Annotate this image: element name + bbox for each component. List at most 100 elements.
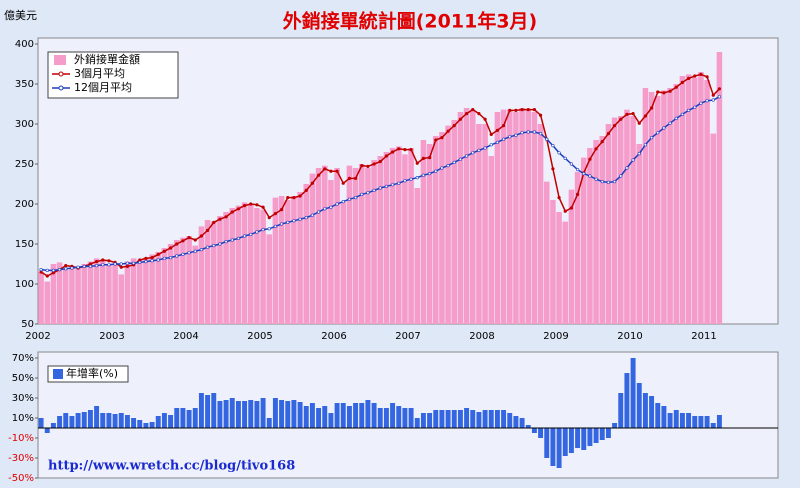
point — [452, 160, 456, 164]
point — [353, 176, 358, 180]
bar — [334, 168, 340, 324]
point — [390, 183, 395, 187]
bar — [124, 261, 131, 324]
bar — [69, 416, 75, 428]
bar — [611, 117, 618, 324]
point — [255, 230, 259, 234]
bar — [186, 410, 192, 428]
bar — [291, 196, 297, 324]
bar — [630, 116, 636, 324]
point — [397, 181, 401, 185]
point — [323, 167, 327, 171]
bar — [642, 393, 648, 428]
bar — [679, 413, 685, 428]
point — [421, 173, 426, 177]
point — [144, 260, 148, 264]
bar — [568, 189, 575, 324]
bar — [303, 184, 310, 324]
bar — [241, 202, 248, 324]
y-axis-label: 億美元 — [4, 9, 37, 22]
bar — [174, 408, 180, 428]
point — [156, 252, 160, 256]
bar — [476, 124, 482, 324]
bar — [186, 236, 192, 324]
bar — [426, 144, 433, 324]
bar — [38, 418, 44, 428]
point — [242, 204, 247, 208]
point — [471, 151, 475, 155]
point — [304, 188, 308, 192]
chart-title: 外銷接單統計圖(2011年3月) — [283, 10, 537, 33]
bar — [617, 116, 624, 324]
bar — [99, 260, 106, 324]
bar — [38, 272, 44, 324]
bar — [266, 418, 272, 428]
bar — [550, 428, 556, 466]
point — [643, 114, 648, 118]
point — [323, 207, 327, 211]
bar — [710, 423, 716, 428]
annotation: http://www.wretch.cc/blog/tivo168 — [48, 459, 295, 474]
point — [366, 164, 370, 168]
point — [286, 220, 290, 224]
bar — [464, 408, 470, 428]
bar — [655, 403, 661, 428]
point — [409, 177, 413, 181]
bar — [155, 252, 162, 324]
point — [686, 76, 691, 80]
x-tick-label: 2006 — [321, 331, 346, 342]
point — [501, 123, 506, 128]
bar — [118, 413, 124, 428]
point — [538, 113, 543, 117]
point — [415, 176, 419, 180]
point — [569, 162, 574, 166]
bar — [143, 257, 149, 324]
bar — [112, 264, 118, 324]
point — [230, 210, 234, 214]
point — [125, 261, 130, 265]
bar — [494, 112, 501, 324]
point — [403, 148, 407, 152]
bar — [531, 428, 537, 433]
bar — [217, 401, 223, 428]
point — [415, 161, 419, 165]
bar — [445, 125, 451, 324]
point — [538, 132, 543, 136]
point — [298, 217, 302, 221]
point — [668, 121, 672, 125]
bar — [648, 92, 655, 324]
point — [686, 108, 691, 112]
bar — [254, 208, 260, 324]
point — [310, 213, 315, 217]
point — [662, 126, 666, 130]
point — [94, 260, 99, 264]
bar — [242, 401, 248, 428]
point — [267, 227, 271, 231]
bar — [210, 221, 217, 324]
point — [532, 130, 537, 134]
bar — [716, 415, 722, 428]
point — [508, 108, 512, 112]
bar — [62, 269, 69, 324]
point — [612, 180, 617, 184]
point — [70, 266, 74, 270]
bar — [710, 133, 717, 324]
bar — [531, 112, 538, 324]
y-tick-label: 250 — [15, 159, 34, 170]
x-tick-label: 2010 — [617, 331, 642, 342]
bar — [679, 76, 686, 324]
x-tick-label: 2008 — [469, 331, 494, 342]
y-tick-label: 400 — [15, 39, 34, 50]
point — [125, 264, 130, 269]
legend — [47, 365, 129, 383]
point — [384, 154, 389, 158]
bar — [217, 216, 223, 324]
point — [292, 196, 296, 200]
point — [619, 117, 623, 121]
point — [643, 143, 648, 147]
point — [464, 111, 469, 116]
point — [594, 147, 598, 151]
point — [403, 179, 407, 183]
bar — [358, 164, 365, 324]
point — [594, 177, 598, 181]
